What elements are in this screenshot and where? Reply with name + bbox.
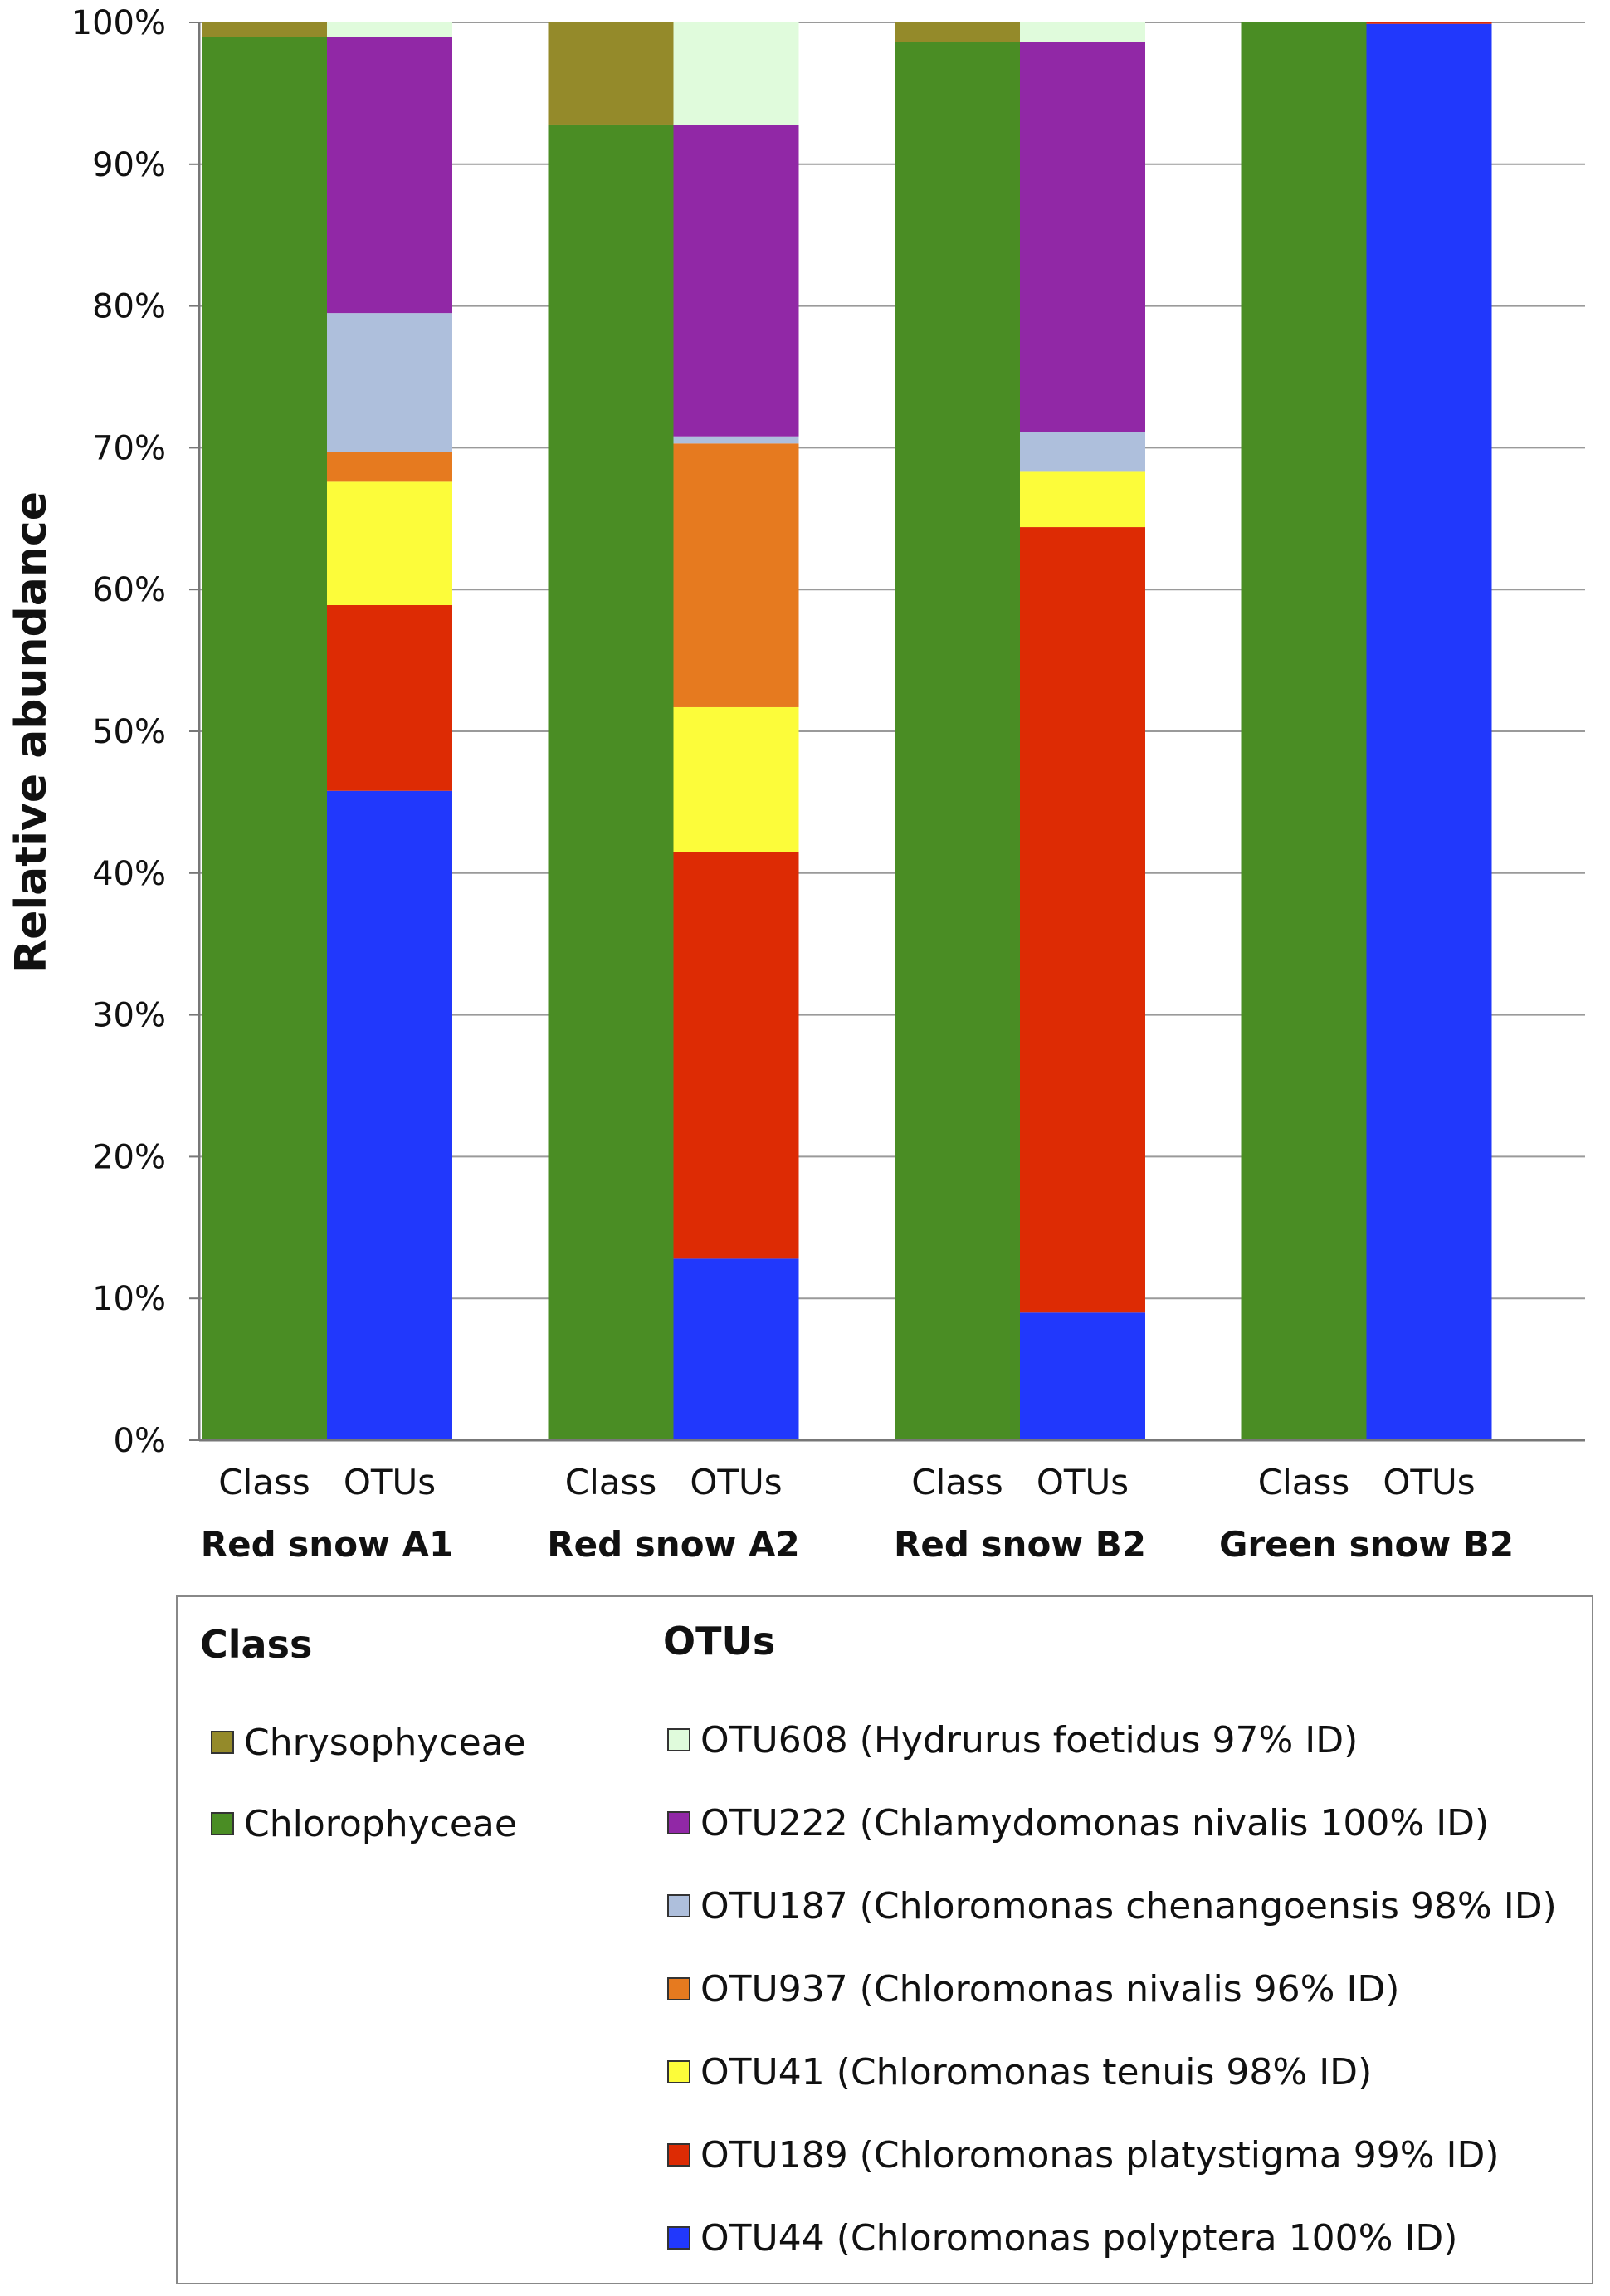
bar-segment-chlorophyceae [548, 124, 674, 1441]
bar-segment-chrysophyceae [548, 22, 674, 125]
bar-segment-chlorophyceae [202, 37, 327, 1441]
legend-swatch [667, 1894, 690, 1917]
y-tick-label: 10% [92, 1280, 166, 1318]
y-tick-label: 0% [114, 1422, 166, 1460]
legend-item-label: OTU189 (Chloromonas platystigma 99% ID) [700, 2133, 1500, 2176]
bars [202, 22, 1492, 1441]
bar-segment-otu44 [1020, 1312, 1145, 1440]
bar-segment-otu41 [673, 706, 799, 852]
y-tick-label: 60% [92, 571, 166, 609]
legend: Class OTUs Chrysophyceae Chlorophyceae OT… [176, 1595, 1593, 2284]
bar-segment-otu189 [1020, 527, 1145, 1313]
legend-otus-heading: OTUs [663, 1619, 776, 1663]
bar-segment-otu187 [673, 436, 799, 444]
legend-item-label: OTU937 (Chloromonas nivalis 96% ID) [700, 1967, 1400, 2010]
legend-swatch [667, 1811, 690, 1834]
y-tick-label: 30% [92, 997, 166, 1035]
bar-segment-chrysophyceae [202, 22, 327, 37]
bar-segment-otu189 [1366, 22, 1492, 24]
bar-segment-otu41 [1020, 471, 1145, 528]
legend-item-otu44: OTU44 (Chloromonas polyptera 100% ID) [667, 2213, 1457, 2263]
labels: 0% 10% 20% 30% 40% 50% 60% 70% 80% 90% 100% Class OT… [71, 4, 1514, 1565]
legend-item-label: OTU41 (Chloromonas tenuis 98% ID) [700, 2050, 1373, 2093]
y-tick-label: 50% [92, 713, 166, 751]
legend-item-label: OTU608 (Hydrurus foetidus 97% ID) [700, 1718, 1359, 1761]
bar-segment-otu41 [327, 481, 452, 605]
bar-segment-otu187 [1020, 432, 1145, 472]
bar-label: OTUs [1383, 1462, 1475, 1502]
legend-item-otu937: OTU937 (Chloromonas nivalis 96% ID) [667, 1964, 1399, 2014]
bar-segment-otu189 [327, 604, 452, 791]
bar-segment-otu44 [673, 1258, 799, 1440]
group-label: Red snow B2 [894, 1524, 1146, 1565]
axes [189, 22, 1585, 1442]
bar-label: Class [565, 1462, 657, 1502]
bar-segment-chrysophyceae [895, 22, 1020, 42]
bar-label: Class [1258, 1462, 1350, 1502]
y-tick-label: 70% [92, 429, 166, 467]
bar-segment-chlorophyceae [895, 42, 1020, 1441]
group-label: Red snow A1 [201, 1524, 453, 1565]
bar-segment-otu44 [1366, 23, 1492, 1440]
bar-segment-otu222 [673, 124, 799, 437]
y-tick-label: 80% [92, 288, 166, 326]
bar-segment-chlorophyceae [1241, 22, 1367, 1440]
legend-swatch [667, 1728, 690, 1751]
bar-segment-otu222 [327, 37, 452, 314]
legend-swatch [667, 1977, 690, 2000]
bar-segment-otu937 [673, 443, 799, 707]
legend-item-otu222: OTU222 (Chlamydomonas nivalis 100% ID) [667, 1798, 1489, 1848]
legend-item-chrysophyceae: Chrysophyceae [211, 1717, 526, 1767]
y-tick-label: 20% [92, 1138, 166, 1176]
y-axis-title: Relative abundance [7, 491, 56, 973]
legend-swatch [211, 1731, 234, 1754]
y-tick-label: 40% [92, 855, 166, 893]
legend-item-otu608: OTU608 (Hydrurus foetidus 97% ID) [667, 1715, 1358, 1765]
bar-label: OTUs [690, 1462, 782, 1502]
y-tick-label: 100% [71, 4, 166, 42]
y-tick-label: 90% [92, 146, 166, 184]
bar-segment-otu187 [327, 313, 452, 452]
legend-swatch [667, 2143, 690, 2167]
bar-segment-otu608 [327, 22, 452, 37]
bar-label: Class [911, 1462, 1003, 1502]
legend-swatch [667, 2060, 690, 2083]
legend-item-label: OTU187 (Chloromonas chenangoensis 98% ID… [700, 1884, 1557, 1927]
legend-swatch [667, 2226, 690, 2250]
legend-item-otu187: OTU187 (Chloromonas chenangoensis 98% ID… [667, 1881, 1557, 1931]
legend-item-otu41: OTU41 (Chloromonas tenuis 98% ID) [667, 2047, 1372, 2097]
bar-label: OTUs [1037, 1462, 1129, 1502]
bar-label: Class [218, 1462, 310, 1502]
legend-item-label: Chrysophyceae [244, 1721, 526, 1764]
bar-segment-otu608 [673, 22, 799, 125]
bar-segment-otu608 [1020, 22, 1145, 42]
legend-item-chlorophyceae: Chlorophyceae [211, 1799, 517, 1849]
bar-segment-otu937 [327, 452, 452, 482]
bar-segment-otu222 [1020, 42, 1145, 432]
legend-swatch [211, 1812, 234, 1835]
legend-class-heading: Class [200, 1622, 313, 1667]
legend-item-label: OTU44 (Chloromonas polyptera 100% ID) [700, 2216, 1458, 2259]
legend-item-label: OTU222 (Chlamydomonas nivalis 100% ID) [700, 1801, 1490, 1844]
stacked-bar-chart: 0% 10% 20% 30% 40% 50% 60% 70% 80% 90% 100% Class OT… [7, 4, 1585, 1565]
legend-item-label: Chlorophyceae [244, 1802, 517, 1845]
group-label: Red snow A2 [547, 1524, 799, 1565]
bar-segment-otu189 [673, 852, 799, 1259]
bar-segment-otu44 [327, 790, 452, 1440]
group-label: Green snow B2 [1219, 1524, 1514, 1565]
bar-label: OTUs [344, 1462, 436, 1502]
legend-item-otu189: OTU189 (Chloromonas platystigma 99% ID) [667, 2130, 1500, 2180]
